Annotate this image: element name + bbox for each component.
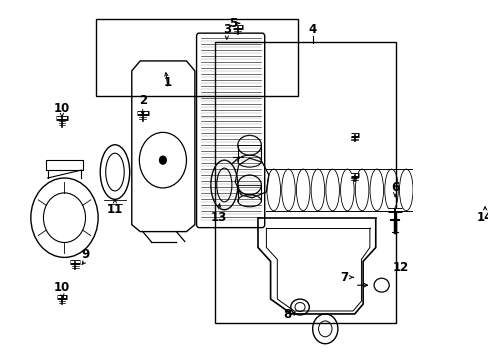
Text: 1: 1 [163, 76, 172, 89]
Text: 14: 14 [476, 211, 488, 224]
Text: 11: 11 [106, 203, 123, 216]
Text: 3: 3 [223, 23, 230, 36]
Text: 4: 4 [308, 23, 316, 36]
Text: 2: 2 [139, 94, 146, 107]
Text: 9: 9 [81, 248, 89, 261]
Bar [215, 42, 395, 323]
Text: 10: 10 [54, 102, 70, 115]
Text: 5: 5 [229, 17, 237, 30]
Text: 12: 12 [392, 261, 408, 274]
Text: 6: 6 [390, 181, 398, 194]
Text: 13: 13 [210, 211, 226, 224]
Text: 10: 10 [54, 281, 70, 294]
Text: 8: 8 [283, 309, 291, 321]
Circle shape [159, 156, 166, 164]
Bar [96, 18, 297, 96]
Text: 7: 7 [340, 271, 348, 284]
